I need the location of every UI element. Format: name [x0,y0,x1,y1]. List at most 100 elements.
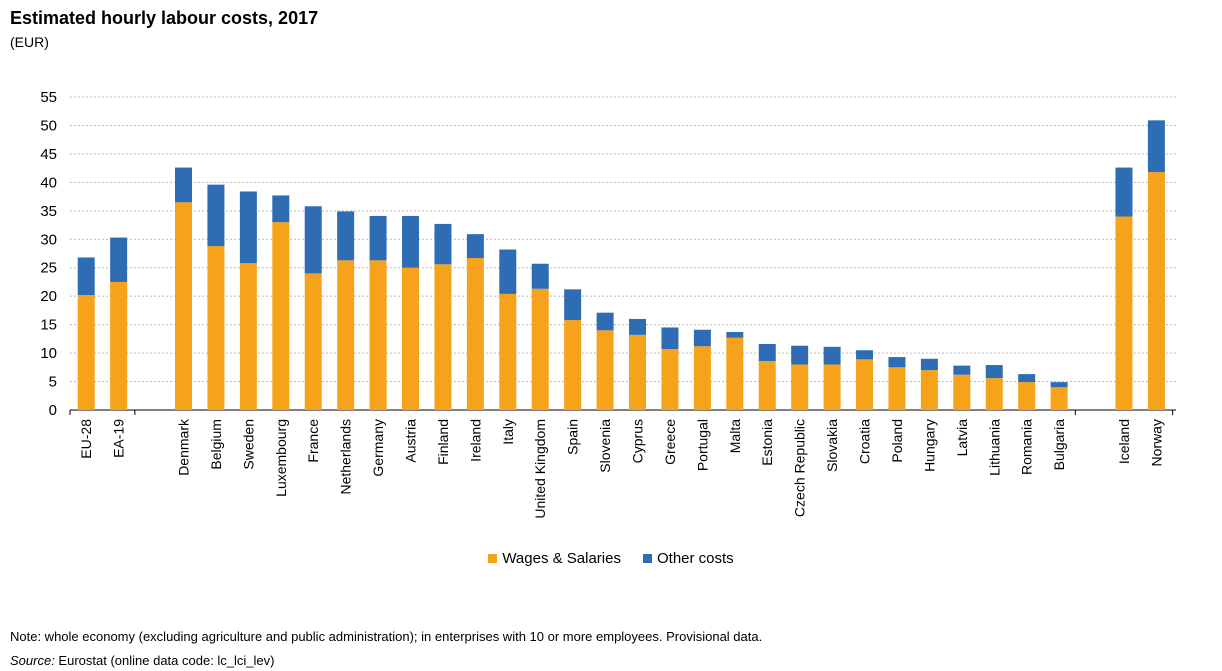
x-tick-label: Estonia [759,419,775,466]
bar-wages-salaries [499,293,517,410]
x-tick-label: Czech Republic [792,419,808,517]
bar-wages-salaries [239,263,257,410]
source-text: Eurostat (online data code: lc_lci_lev) [54,653,275,668]
legend-item-wages: Wages & Salaries [488,550,621,567]
x-tick-label: Belgium [208,419,224,470]
legend-swatch-wages [488,554,498,563]
bar-wages-salaries [920,370,938,410]
legend-label-other: Other costs [656,550,734,567]
x-tick-label: Bulgaria [1051,419,1067,471]
x-tick-label: Germany [370,419,386,477]
bar-other-costs [953,365,971,375]
bar-wages-salaries [888,367,906,410]
bar-other-costs [110,237,128,282]
bar-wages-salaries [661,349,679,410]
x-tick-label: Ireland [467,419,483,462]
x-tick-label: Latvia [954,419,970,457]
bar-other-costs [1115,167,1133,217]
bar-other-costs [402,215,420,268]
source-label: Source: [10,653,55,668]
bar-other-costs [175,167,193,203]
bar-wages-salaries [1115,216,1133,410]
x-tick-label: Cyprus [630,419,646,463]
chart-title: Estimated hourly labour costs, 2017 [10,8,319,28]
x-tick-label: Romania [1019,419,1035,475]
y-tick-label: 15 [40,317,57,334]
bar-other-costs [693,329,711,347]
bar-wages-salaries [110,281,128,410]
bar-wages-salaries [272,222,290,410]
bar-wages-salaries [402,267,420,410]
bar-other-costs [823,346,841,365]
bar-wages-salaries [596,330,614,410]
footnote: Note: whole economy (excluding agricultu… [10,629,763,644]
legend-item-other: Other costs [642,550,734,567]
bar-other-costs [304,206,322,274]
bar-other-costs [77,257,95,296]
x-tick-label: Malta [727,419,743,453]
bar-other-costs [466,234,484,259]
bar-other-costs [758,343,776,362]
bar-wages-salaries [1147,172,1165,410]
y-tick-label: 5 [49,374,57,391]
bar-wages-salaries [531,288,549,410]
x-tick-label: Portugal [694,419,710,471]
bar-other-costs [499,249,517,294]
y-tick-label: 45 [40,146,57,163]
x-tick-label: Italy [500,419,516,445]
x-tick-label: Slovenia [597,419,613,473]
y-tick-label: 10 [40,345,57,362]
bar-other-costs [629,318,647,335]
bar-wages-salaries [823,364,841,410]
bar-other-costs [661,327,679,350]
bar-wages-salaries [791,364,809,410]
bar-other-costs [888,357,906,368]
bar-other-costs [985,365,1003,379]
y-tick-label: 55 [40,89,57,106]
bar-other-costs [791,345,809,365]
bar-wages-salaries [1018,382,1036,410]
y-tick-label: 40 [40,174,57,191]
bar-other-costs [1147,120,1165,173]
bar-wages-salaries [1050,387,1068,410]
bar-wages-salaries [434,264,452,410]
bar-wages-salaries [369,260,387,410]
bar-wages-salaries [207,246,225,410]
bar-wages-salaries [629,334,647,410]
bar-other-costs [920,358,938,371]
x-tick-label: Spain [565,419,581,455]
x-tick-label: Hungary [921,419,937,472]
x-tick-label: Greece [662,419,678,465]
legend-label-wages: Wages & Salaries [502,550,621,567]
bar-other-costs [596,312,614,331]
x-tick-label: Luxembourg [273,419,289,497]
bar-wages-salaries [564,320,582,410]
bar-other-costs [856,350,874,360]
bar-other-costs [564,289,582,321]
y-tick-label: 30 [40,231,57,248]
bar-other-costs [337,211,355,261]
x-tick-label: Sweden [240,419,256,470]
y-tick-label: 20 [40,288,57,305]
x-tick-label: Finland [435,419,451,465]
bar-wages-salaries [77,295,95,410]
x-tick-label: Austria [403,419,419,463]
x-tick-label: Norway [1148,419,1164,466]
bar-other-costs [1050,382,1068,388]
bar-wages-salaries [726,337,744,410]
y-tick-label: 25 [40,260,57,277]
bar-wages-salaries [466,258,484,410]
bar-wages-salaries [337,260,355,410]
bar-wages-salaries [985,378,1003,410]
x-tick-label: Iceland [1116,419,1132,464]
x-tick-label: United Kingdom [532,419,548,519]
source-line: Source: Eurostat (online data code: lc_l… [10,653,275,668]
x-tick-label: Croatia [857,419,873,464]
x-tick-label: France [305,419,321,463]
bar-other-costs [369,215,387,261]
chart-legend: Wages & Salaries Other costs [0,550,1222,567]
bar-other-costs [239,191,257,264]
bar-other-costs [726,332,744,338]
bar-wages-salaries [758,361,776,410]
x-tick-label: Poland [889,419,905,463]
